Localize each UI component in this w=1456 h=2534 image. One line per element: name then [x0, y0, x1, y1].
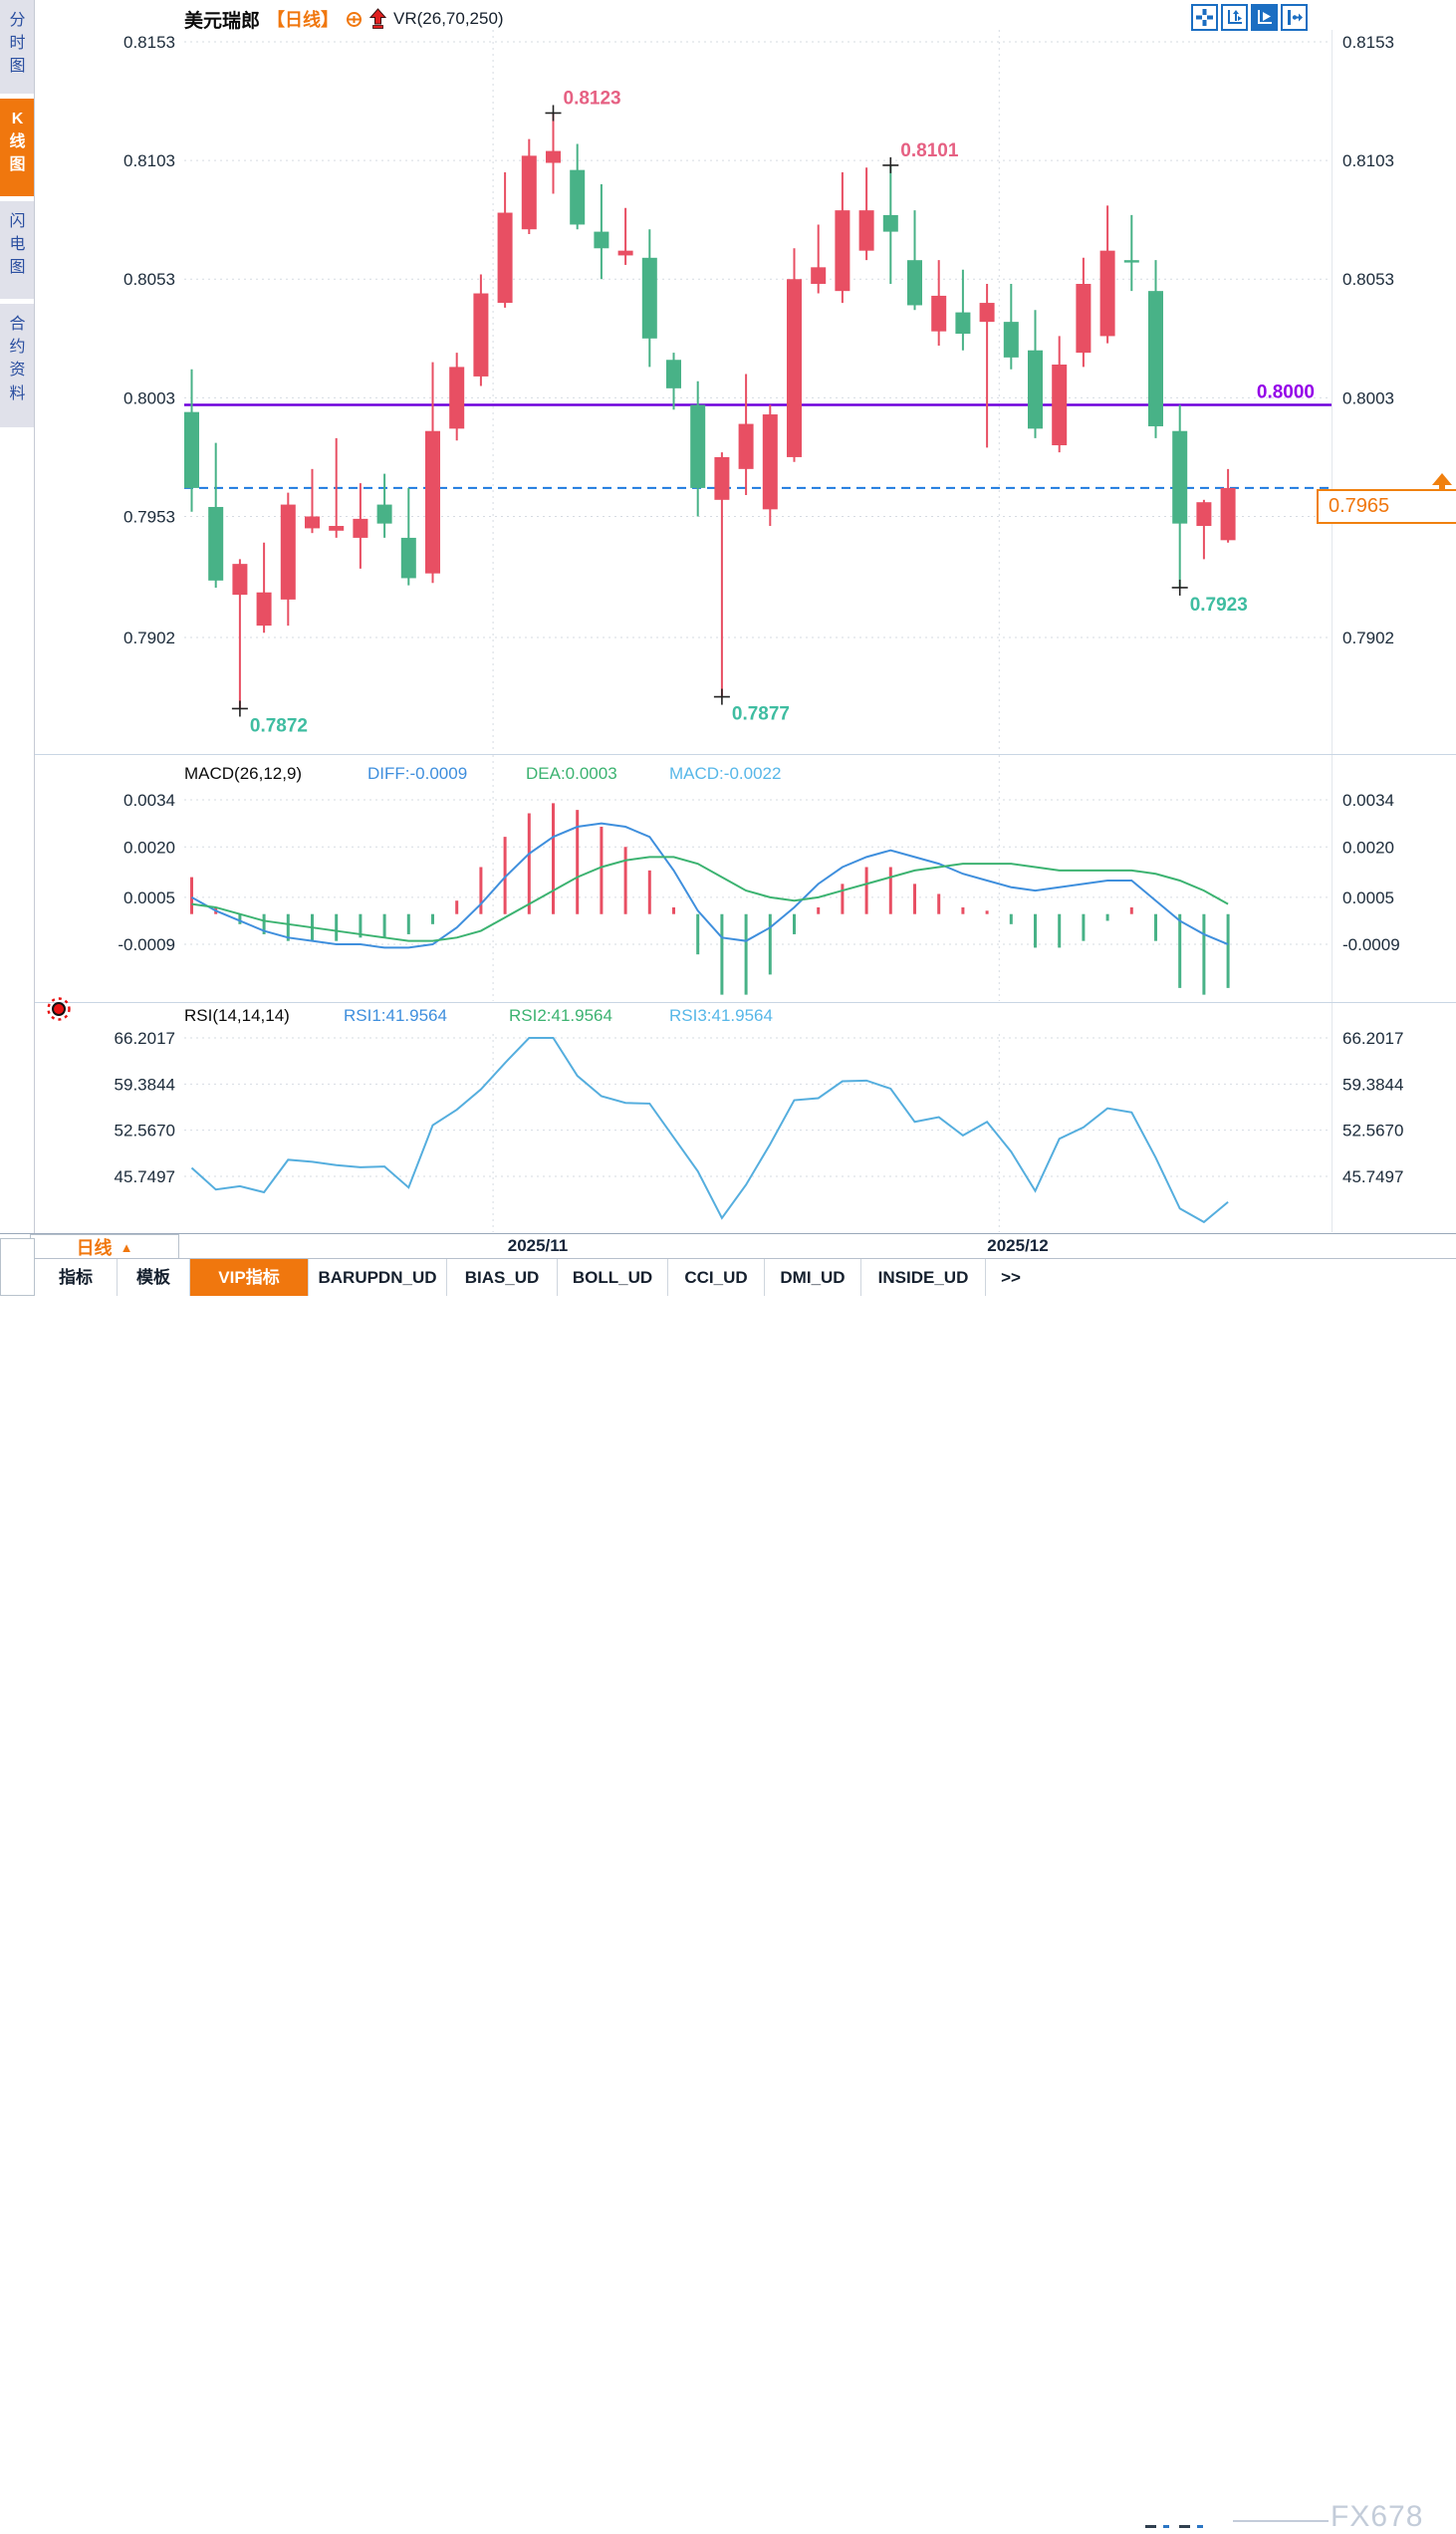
cursor-play-icon[interactable]	[1251, 4, 1278, 31]
svg-text:0.8053: 0.8053	[1342, 270, 1394, 289]
rsi3-value: RSI3:41.9564	[669, 1006, 773, 1025]
tab-dmi-ud[interactable]: DMI_UD	[765, 1259, 861, 1296]
overlay-indicator-label: VR(26,70,250)	[393, 9, 504, 28]
svg-text:45.7497: 45.7497	[1342, 1167, 1403, 1186]
tab-boll-ud[interactable]: BOLL_UD	[558, 1259, 668, 1296]
svg-text:66.2017: 66.2017	[1342, 1029, 1403, 1048]
macd-panel-separator	[35, 754, 1456, 755]
tab-cci-ud[interactable]: CCI_UD	[668, 1259, 765, 1296]
chevron-up-icon: ▲	[120, 1239, 133, 1255]
watermark: FX678	[1331, 2500, 1424, 2533]
svg-text:-0.0009: -0.0009	[1342, 935, 1400, 954]
svg-text:0.0005: 0.0005	[123, 888, 175, 907]
svg-text:0.7923: 0.7923	[1190, 595, 1248, 616]
svg-text:59.3844: 59.3844	[115, 1075, 175, 1094]
svg-text:0.7872: 0.7872	[250, 715, 308, 736]
rsi-panel-separator	[35, 1002, 1456, 1003]
svg-text:0.8103: 0.8103	[123, 151, 175, 170]
tab-indicators[interactable]: 指标	[35, 1259, 118, 1296]
pan-crosshair-icon[interactable]	[1191, 4, 1218, 31]
svg-text:0.8153: 0.8153	[1342, 33, 1394, 52]
up-arrow-icon[interactable]	[369, 8, 387, 30]
period-tag: 【日线】	[267, 10, 340, 30]
svg-text:0.8053: 0.8053	[123, 270, 175, 289]
sidebar-item-lightning-chart[interactable]: 闪电图	[0, 201, 35, 299]
rsi-title: RSI(14,14,14)	[184, 1006, 290, 1025]
svg-text:0.8003: 0.8003	[1342, 388, 1394, 407]
svg-text:0.0034: 0.0034	[123, 791, 175, 810]
svg-text:66.2017: 66.2017	[115, 1029, 175, 1048]
x-axis-label-nov: 2025/11	[507, 1236, 569, 1255]
last-price-box: 0.7965	[1317, 488, 1456, 524]
watermark-line	[1233, 2520, 1329, 2522]
svg-text:0.7902: 0.7902	[1342, 629, 1394, 647]
svg-text:0.8103: 0.8103	[1342, 151, 1394, 170]
plot-right-edge	[1332, 30, 1333, 1232]
tab-vip-indicators[interactable]: VIP指标	[190, 1259, 309, 1296]
svg-text:0.0020: 0.0020	[1342, 838, 1394, 857]
sidebar-item-kline-chart[interactable]: K线图	[0, 99, 35, 196]
tab-inside-ud[interactable]: INSIDE_UD	[861, 1259, 986, 1296]
shift-right-icon[interactable]	[1281, 4, 1308, 31]
period-selector-label: 日线	[76, 1238, 113, 1258]
x-axis-label-dec: 2025/12	[987, 1236, 1049, 1255]
svg-text:0.8101: 0.8101	[900, 140, 959, 161]
svg-text:0.8123: 0.8123	[564, 88, 621, 109]
sidebar: 分时图 K线图 闪电图 合约资料	[0, 0, 35, 1235]
svg-text:-0.0009: -0.0009	[118, 935, 175, 954]
main-chart-header: 美元瑞郎 【日线】 VR(26,70,250)	[184, 7, 504, 32]
macd-diff-value: DIFF:-0.0009	[367, 764, 468, 783]
macd-dea-value: DEA:0.0003	[526, 764, 617, 783]
indicator-tabbar: 指标 模板 VIP指标 BARUPDN_UD BIAS_UD BOLL_UD C…	[0, 1258, 1456, 2533]
symbol-title: 美元瑞郎	[184, 10, 261, 32]
macd-hist-value: MACD:-0.0022	[669, 764, 782, 783]
chart-toolbar	[1191, 4, 1308, 31]
indicator-settings-icon[interactable]	[44, 994, 74, 1024]
stray-dashes	[1145, 2525, 1213, 2528]
tab-barupdn-ud[interactable]: BARUPDN_UD	[309, 1259, 447, 1296]
axis-zoom-icon[interactable]	[1221, 4, 1248, 31]
svg-text:0.7902: 0.7902	[123, 629, 175, 647]
svg-text:0.0034: 0.0034	[1342, 791, 1394, 810]
sidebar-item-time-chart[interactable]: 分时图	[0, 0, 35, 94]
svg-text:0.7877: 0.7877	[732, 704, 790, 725]
chart-canvas[interactable]: 0.8000 0.8123 0.8101 0.7872 0.7877 0.7923 0.81…	[0, 0, 1456, 1295]
tab-bias-ud[interactable]: BIAS_UD	[447, 1259, 558, 1296]
macd-title: MACD(26,12,9)	[184, 764, 303, 783]
svg-text:52.5670: 52.5670	[1342, 1122, 1403, 1140]
svg-text:0.0005: 0.0005	[1342, 888, 1394, 907]
last-price-marker-icon	[1431, 472, 1453, 489]
x-axis-strip: 日线 ▲ 2025/11 2025/12	[0, 1233, 1456, 1260]
svg-text:0.8000: 0.8000	[1257, 382, 1315, 403]
tab-more[interactable]: >>	[1001, 1268, 1021, 1287]
svg-text:52.5670: 52.5670	[115, 1122, 175, 1140]
sidebar-item-contract-info[interactable]: 合约资料	[0, 304, 35, 427]
svg-text:59.3844: 59.3844	[1342, 1075, 1403, 1094]
svg-text:0.7953: 0.7953	[123, 507, 175, 526]
svg-text:0.8153: 0.8153	[123, 33, 175, 52]
svg-text:0.8003: 0.8003	[123, 388, 175, 407]
tab-templates[interactable]: 模板	[118, 1259, 190, 1296]
svg-text:45.7497: 45.7497	[115, 1167, 175, 1186]
rsi1-value: RSI1:41.9564	[344, 1006, 447, 1025]
rsi2-value: RSI2:41.9564	[509, 1006, 612, 1025]
bottom-left-box	[0, 1238, 35, 1296]
period-selector[interactable]: 日线 ▲	[30, 1234, 179, 1260]
target-icon[interactable]	[346, 11, 363, 28]
svg-text:0.0020: 0.0020	[123, 838, 175, 857]
